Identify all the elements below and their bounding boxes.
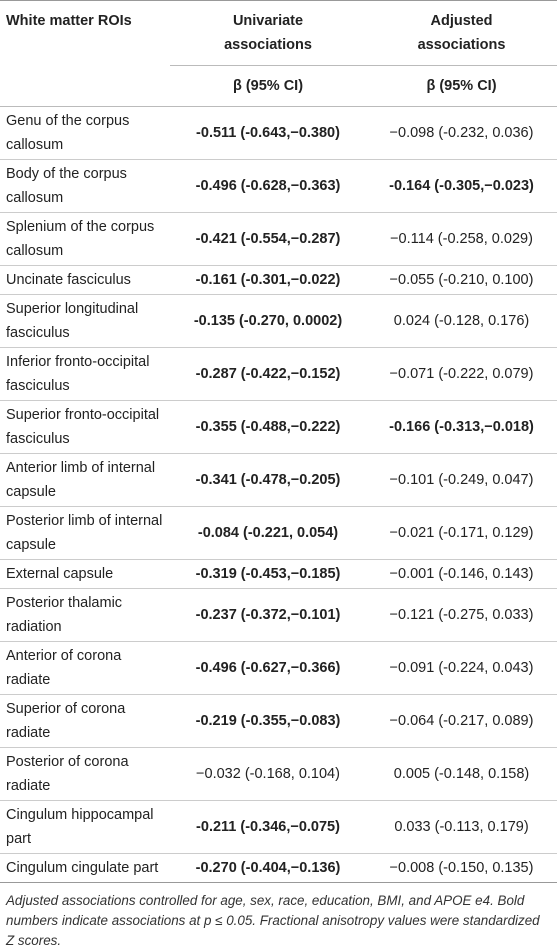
univariate-cell: -0.511 (-0.643,−0.380) — [196, 125, 340, 141]
adjusted-cell: −0.121 (-0.275, 0.033) — [389, 607, 534, 623]
adjusted-cell: 0.033 (-0.113, 0.179) — [394, 819, 529, 835]
roi-cell: Splenium of the corpus callosum — [6, 219, 155, 259]
univariate-cell: -0.496 (-0.627,−0.366) — [195, 660, 341, 676]
table-row: Splenium of the corpus callosum -0.421 (-… — [0, 213, 557, 266]
table-row: Uncinate fasciculus -0.161 (-0.301,−0.022… — [0, 266, 557, 295]
adjusted-cell: -0.166 (-0.313,−0.018) — [389, 419, 534, 435]
table-row: Superior of corona radiate -0.219 (-0.355… — [0, 695, 557, 748]
roi-cell: Cingulum hippocampal part — [6, 807, 154, 847]
table-row: Genu of the corpus callosum -0.511 (-0.64… — [0, 107, 557, 160]
univariate-cell: -0.211 (-0.346,−0.075) — [196, 819, 340, 835]
univariate-cell: -0.219 (-0.355,−0.083) — [195, 713, 341, 729]
univariate-cell: -0.270 (-0.404,−0.136) — [195, 860, 341, 876]
univariate-cell: -0.287 (-0.422,−0.152) — [195, 366, 341, 382]
header-cell: Univariate associations — [170, 0, 366, 66]
adjusted-cell: −0.114 (-0.258, 0.029) — [390, 231, 533, 247]
results-table: White matter ROIs Univariate association… — [0, 0, 557, 883]
adjusted-cell: 0.005 (-0.148, 0.158) — [393, 766, 530, 782]
subheader-cell: β (95% CI) — [366, 65, 557, 107]
table-header: White matter ROIs Univariate association… — [0, 0, 557, 107]
table-row: Superior longitudinal fasciculus -0.135 (… — [0, 295, 557, 348]
table-row: Cingulum hippocampal part -0.211 (-0.346,… — [0, 801, 557, 854]
adjusted-cell: −0.021 (-0.171, 0.129) — [389, 525, 534, 541]
table-row: Cingulum cingulate part -0.270 (-0.404,−0… — [0, 854, 557, 883]
univariate-cell: −0.032 (-0.168, 0.104) — [196, 766, 340, 782]
roi-cell: Anterior limb of internal capsule — [6, 460, 156, 500]
adjusted-cell: −0.071 (-0.222, 0.079) — [389, 366, 534, 382]
univariate-cell: -0.496 (-0.628,−0.363) — [195, 178, 341, 194]
table-row: Body of the corpus callosum -0.496 (-0.62… — [0, 160, 557, 213]
univariate-cell: -0.355 (-0.488,−0.222) — [195, 419, 341, 435]
roi-cell: Inferior fronto-occipital fasciculus — [6, 354, 150, 394]
adjusted-cell: −0.091 (-0.224, 0.043) — [389, 660, 534, 676]
roi-cell: Posterior thalamic radiation — [6, 595, 123, 635]
univariate-cell: -0.319 (-0.453,−0.185) — [195, 566, 341, 582]
roi-cell: Superior fronto-occipital fasciculus — [6, 407, 160, 447]
adjusted-cell: 0.024 (-0.128, 0.176) — [393, 313, 530, 329]
roi-cell: Genu of the corpus callosum — [6, 113, 130, 153]
adjusted-cell: −0.098 (-0.232, 0.036) — [389, 125, 534, 141]
adjusted-cell: −0.101 (-0.249, 0.047) — [389, 472, 534, 488]
subheader-cell: β (95% CI) — [170, 65, 366, 107]
header-cell: White matter ROIs — [0, 0, 170, 107]
table-row: Posterior limb of internal capsule -0.084… — [0, 507, 557, 560]
table-row: Anterior limb of internal capsule -0.341 … — [0, 454, 557, 507]
univariate-cell: -0.161 (-0.301,−0.022) — [195, 272, 341, 288]
roi-cell: Posterior limb of internal capsule — [6, 513, 163, 553]
table-row: Superior fronto-occipital fasciculus -0.3… — [0, 401, 557, 454]
header-cell: Adjusted associations — [366, 0, 557, 66]
univariate-cell: -0.341 (-0.478,−0.205) — [195, 472, 341, 488]
table-row: External capsule -0.319 (-0.453,−0.185) −0… — [0, 560, 557, 589]
roi-cell: Body of the corpus callosum — [6, 166, 127, 206]
univariate-cell: -0.421 (-0.554,−0.287) — [195, 231, 341, 247]
adjusted-cell: −0.008 (-0.150, 0.135) — [389, 860, 534, 876]
roi-cell: Cingulum cingulate part — [6, 860, 159, 876]
univariate-cell: -0.084 (-0.221, 0.054) — [197, 525, 339, 541]
univariate-cell: -0.237 (-0.372,−0.101) — [195, 607, 341, 623]
roi-cell: Uncinate fasciculus — [6, 272, 131, 288]
table-row: Posterior of corona radiate −0.032 (-0.16… — [0, 748, 557, 801]
adjusted-cell: −0.001 (-0.146, 0.143) — [389, 566, 534, 582]
roi-cell: Anterior of corona radiate — [6, 648, 122, 688]
roi-cell: Posterior of corona radiate — [6, 754, 129, 794]
roi-cell: Superior of corona radiate — [6, 701, 126, 741]
roi-cell: Superior longitudinal fasciculus — [6, 301, 139, 341]
table-body: Genu of the corpus callosum -0.511 (-0.64… — [0, 107, 557, 883]
adjusted-cell: −0.064 (-0.217, 0.089) — [389, 713, 534, 729]
table-row: Inferior fronto-occipital fasciculus -0.2… — [0, 348, 557, 401]
table-row: Anterior of corona radiate -0.496 (-0.627… — [0, 642, 557, 695]
univariate-cell: -0.135 (-0.270, 0.0002) — [193, 313, 343, 329]
table-row: Posterior thalamic radiation -0.237 (-0.3… — [0, 589, 557, 642]
roi-cell: External capsule — [6, 566, 114, 582]
adjusted-cell: -0.164 (-0.305,−0.023) — [389, 178, 534, 194]
adjusted-cell: −0.055 (-0.210, 0.100) — [389, 272, 534, 288]
footnote: Adjusted associations controlled for age… — [6, 893, 540, 948]
